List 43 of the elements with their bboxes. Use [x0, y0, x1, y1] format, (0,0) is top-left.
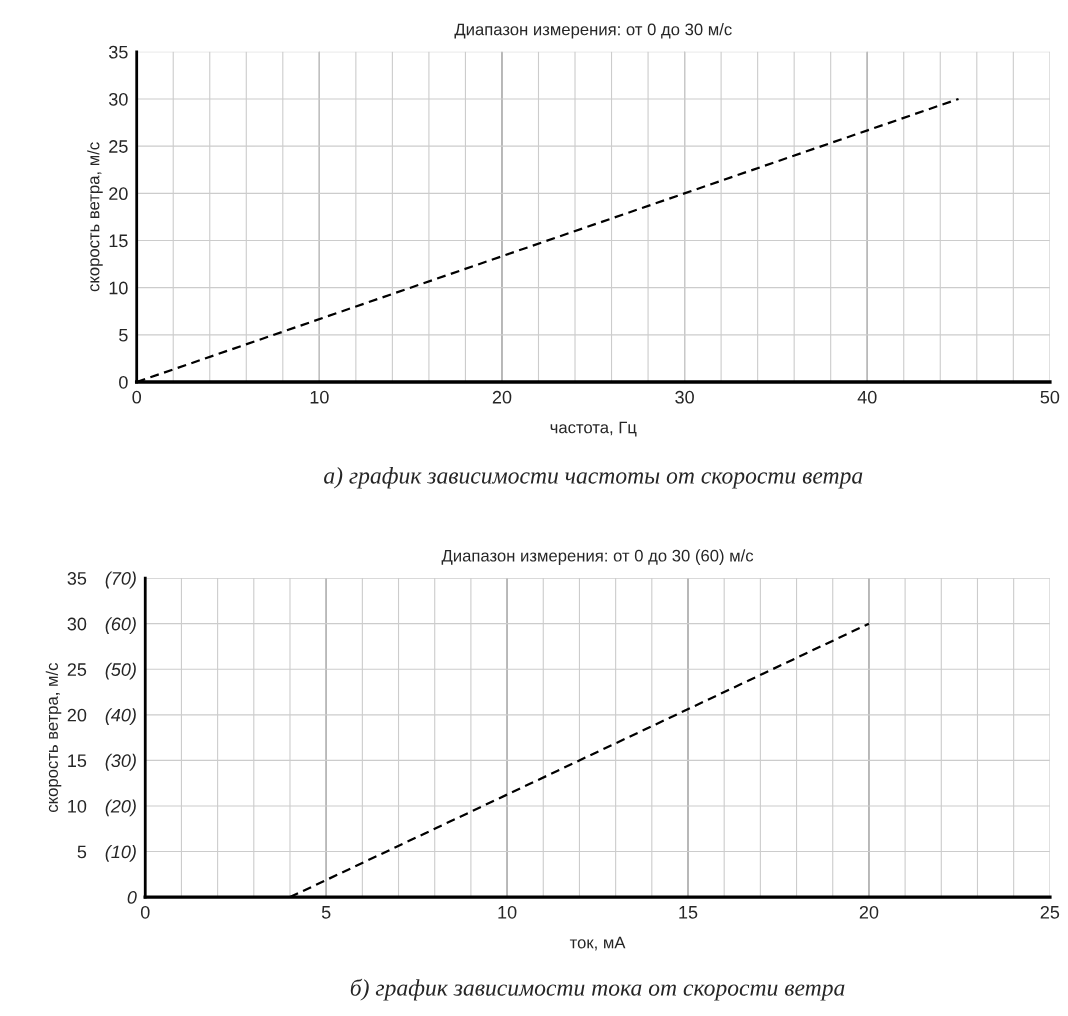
y-tick-label: 35 [67, 572, 87, 585]
y-tick-label: 20 [109, 187, 128, 201]
y-tick-label: 5 [77, 845, 87, 859]
y-tick-label: 15 [68, 754, 87, 768]
y2-tick-label: (50) [105, 662, 136, 680]
x-tick-label: 30 [675, 390, 694, 404]
text: б) график зависимости тока от скорости ветра [350, 978, 845, 1001]
x-axis-title: ток, мА [569, 936, 626, 951]
y-tick-label: 25 [109, 140, 128, 153]
x-tick-label: 0 [132, 390, 142, 404]
x-axis-title: частота, Гц [550, 421, 637, 437]
y-tick-label: 15 [109, 234, 128, 248]
x-tick-label: 10 [498, 905, 517, 919]
x-tick-label: 25 [1040, 905, 1060, 919]
x-tick-label: 0 [140, 905, 150, 919]
y2-tick-label: 0 [127, 891, 137, 904]
y-tick-label: 30 [67, 617, 87, 631]
y2-tick-label: (30) [105, 753, 136, 771]
y-tick-label: 25 [67, 663, 87, 676]
x-tick-label: 10 [310, 390, 329, 404]
y2-tick-label: (40) [105, 708, 136, 726]
y-axis-title: скорость ветра, м/с [45, 662, 62, 812]
x-tick-label: 15 [679, 906, 698, 919]
x-tick-label: 50 [1040, 390, 1060, 404]
y-axis-title: скорость ветра, м/с [87, 142, 103, 292]
x-tick-label: 5 [321, 906, 331, 919]
y-tick-label: 0 [119, 375, 128, 389]
y-tick-label: 30 [108, 92, 128, 106]
chart-title: Диапазон измерения: от 0 до 30 м/с [454, 23, 732, 39]
chart-title: Диапазон измерения: от 0 до 30 (60) м/с [441, 549, 754, 565]
y-tick-label: 20 [67, 708, 87, 722]
x-tick-label: 20 [859, 905, 879, 919]
y2-tick-label: (60) [105, 617, 136, 634]
text: а) график зависимости частоты от скорости ветра [324, 467, 863, 489]
y-tick-label: 35 [108, 45, 128, 59]
x-tick-label: 20 [492, 390, 512, 404]
y2-tick-label: (20) [105, 799, 136, 817]
y2-tick-label: (70) [105, 571, 136, 589]
y-tick-label: 5 [119, 328, 128, 342]
y2-tick-label: (10) [105, 845, 136, 862]
y-tick-label: 10 [109, 281, 128, 295]
y-tick-label: 10 [68, 799, 87, 813]
x-tick-label: 40 [857, 390, 877, 404]
